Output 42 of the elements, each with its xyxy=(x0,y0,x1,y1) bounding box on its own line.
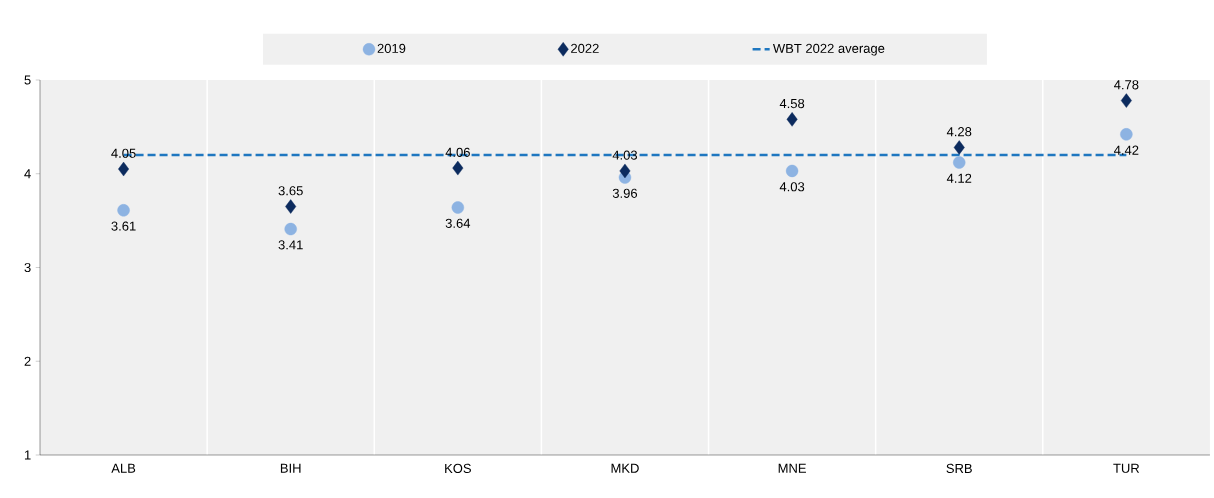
data-label: 3.96 xyxy=(612,188,638,198)
x-tick-label: MNE xyxy=(778,463,806,473)
x-tick-label: BIH xyxy=(280,463,301,473)
data-label: 4.03 xyxy=(779,182,805,192)
x-tick-label: TUR xyxy=(1113,463,1140,473)
point xyxy=(786,112,798,127)
y-tick-label: 2 xyxy=(24,356,31,366)
point xyxy=(117,204,130,217)
data-label: 4.58 xyxy=(779,98,805,109)
data-label: 4.05 xyxy=(111,148,136,158)
legend-label: WBT 2022 average xyxy=(772,43,885,56)
point xyxy=(785,164,799,178)
data-label: 4.03 xyxy=(612,150,638,160)
point xyxy=(284,222,297,236)
point xyxy=(118,161,130,177)
data-label: 3.41 xyxy=(278,240,303,250)
legend-label: 2022 xyxy=(571,43,599,53)
y-tick-label: 4 xyxy=(24,169,31,179)
point xyxy=(285,199,297,214)
data-label: 4.12 xyxy=(946,173,972,183)
data-label: 4.78 xyxy=(1114,80,1139,90)
x-tick-label: KOS xyxy=(445,463,471,473)
point xyxy=(953,156,966,169)
point xyxy=(619,163,631,179)
point xyxy=(452,160,464,176)
x-tick-label: SRB xyxy=(946,463,972,473)
point xyxy=(1120,128,1133,141)
x-tick-label: MKD xyxy=(611,463,639,473)
data-label: 4.06 xyxy=(445,147,470,157)
data-label: 3.65 xyxy=(278,186,303,196)
point xyxy=(953,140,965,155)
data-label: 3.64 xyxy=(445,218,471,228)
y-tick-label: 3 xyxy=(24,262,31,273)
y-tick-label: 1 xyxy=(24,450,31,460)
y-tick-label: 5 xyxy=(24,75,31,85)
point xyxy=(1120,93,1132,108)
data-label: 4.28 xyxy=(946,127,972,137)
point xyxy=(451,201,465,214)
legend-label: 2019 xyxy=(377,43,406,53)
x-tick-label: ALB xyxy=(111,463,136,473)
data-label: 4.42 xyxy=(1114,145,1139,155)
data-label: 3.61 xyxy=(111,221,136,231)
